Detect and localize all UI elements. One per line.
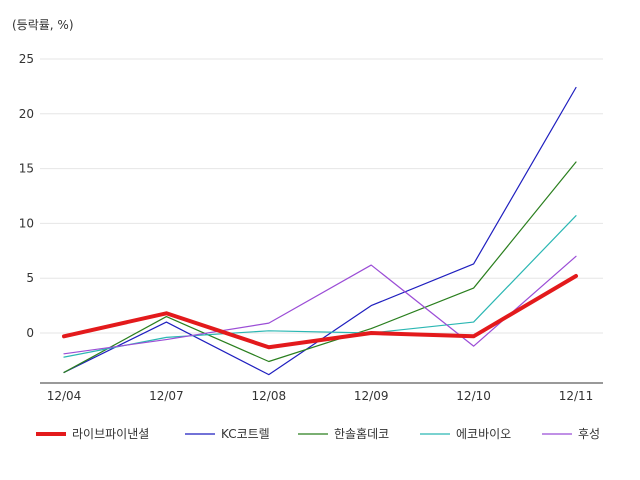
legend-label: 한솔홈데코 [334,427,389,441]
series-line [63,255,577,355]
legend-label: 라이브파이낸셜 [72,427,149,441]
grid [40,58,603,384]
series-line [63,161,577,374]
x-tick-label: 12/04 [47,389,82,403]
y-tick-label: 15 [19,162,34,176]
y-tick-label: 0 [26,326,34,340]
y-tick-label: 10 [19,216,34,230]
legend-label: 에코바이오 [456,427,511,441]
x-tick-label: 12/09 [354,389,389,403]
x-tick-label: 12/11 [559,389,594,403]
legend-item[interactable]: 에코바이오 [420,427,511,441]
legend[interactable]: 라이브파이낸셜 KC코트렐 한솔홈데코 에코바이오 후성 [36,427,600,441]
y-axis: 0 5 10 15 20 25 [19,52,34,340]
x-tick-label: 12/08 [252,389,287,403]
y-tick-label: 5 [26,271,34,285]
x-tick-label: 12/07 [149,389,184,403]
y-tick-label: 25 [19,52,34,66]
x-tick-label: 12/10 [456,389,491,403]
legend-item[interactable]: 한솔홈데코 [298,427,389,441]
legend-item[interactable]: 후성 [542,427,600,441]
legend-label: KC코트렐 [221,427,270,441]
legend-item[interactable]: 라이브파이낸셜 [36,427,149,441]
y-tick-label: 20 [19,107,34,121]
unit-label: (등락률, %) [12,18,74,32]
legend-item[interactable]: KC코트렐 [185,427,270,441]
x-axis: 12/04 12/07 12/08 12/09 12/10 12/11 [47,389,594,403]
series-lines [62,86,578,376]
series-line [62,274,578,350]
series-line [63,215,577,358]
legend-label: 후성 [578,427,600,441]
